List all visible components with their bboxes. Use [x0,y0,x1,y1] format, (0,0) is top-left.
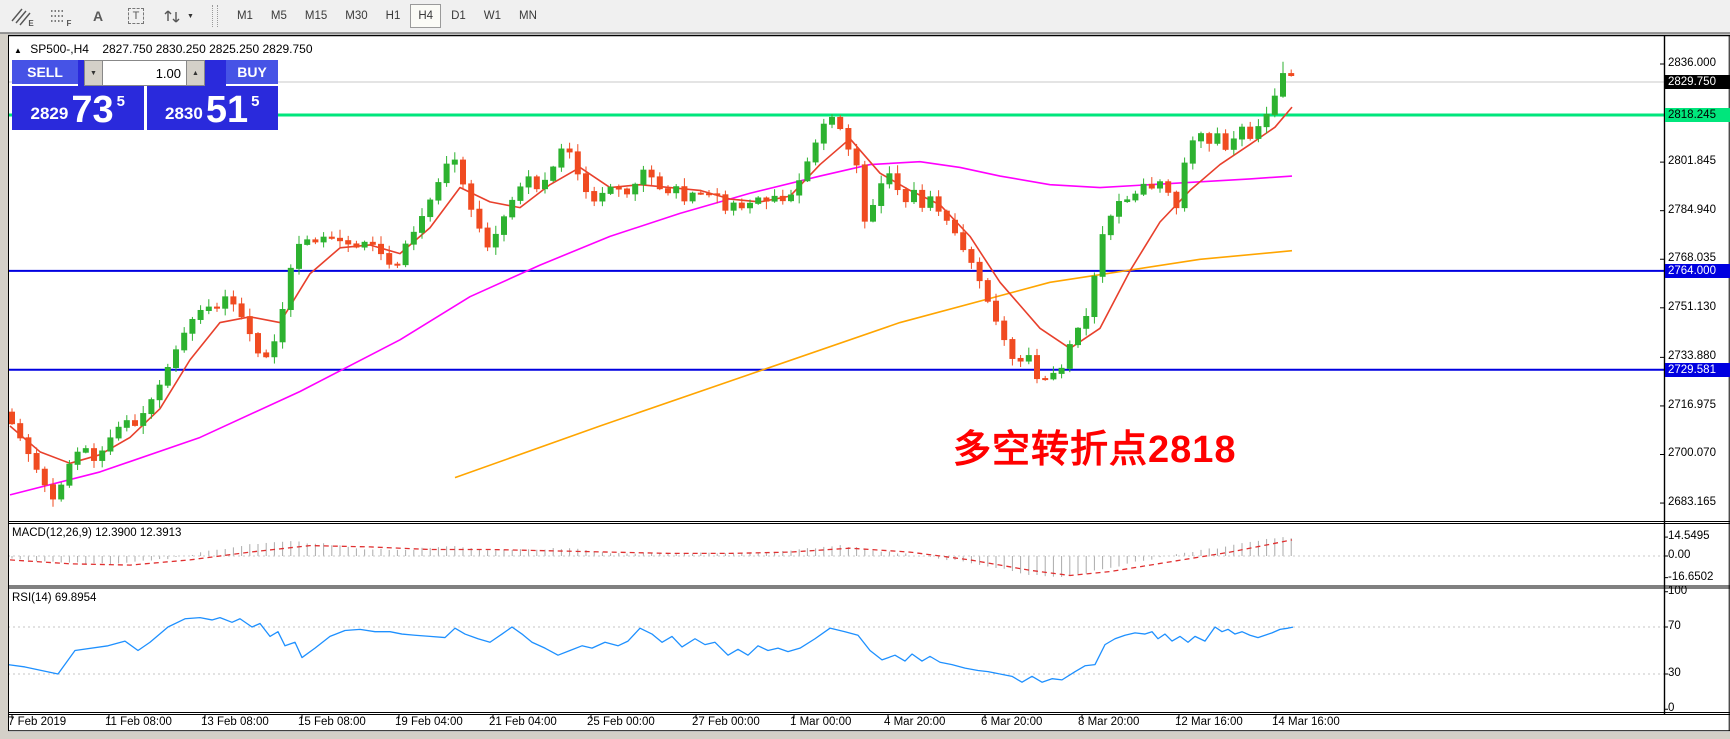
drawing-toolbar: E F A T ▼ [0,4,194,28]
sell-price-sup: 5 [116,93,125,110]
price-badge: 2829.750 [1665,74,1730,89]
price-axis-tick: 2683.165 [1668,496,1716,509]
toolbar-separator [211,5,218,27]
macd-axis-tick: -16.6502 [1668,570,1714,583]
text-label-tool-icon[interactable]: T [124,4,148,28]
rsi-axis-tick: 70 [1668,620,1681,632]
volume-increase-button[interactable]: ▲ [186,60,205,86]
price-badge: 2818.245 [1665,108,1730,122]
collapse-arrow-icon[interactable]: ▲ [14,46,22,55]
timeframe-toolbar: M1 M5 M15 M30 H1 H4 D1 W1 MN [228,4,546,28]
rsi-axis-tick: 0 [1668,702,1675,715]
timeframe-button-M30[interactable]: M30 [345,10,368,22]
timeframe-button-D1[interactable]: D1 [451,10,466,22]
toolbar: E F A T ▼ M1 M5 M15 M30 H1 H4 D1 W1 MN [0,0,1730,33]
price-axis-tick: 2700.070 [1668,447,1716,460]
window-left-edge [0,34,8,732]
time-axis-tick: 1 Mar 00:00 [790,716,852,728]
time-axis-tick: 21 Feb 04:00 [489,716,557,728]
rsi-axis-tick: 30 [1668,667,1681,679]
time-axis-tick: 7 Feb 2019 [8,716,67,728]
dropdown-caret-icon[interactable]: ▼ [187,12,194,20]
timeframe-button-MN[interactable]: MN [519,10,537,22]
timeframe-button-H4[interactable]: H4 [410,4,442,28]
sell-price-big: 73 [71,88,114,131]
price-axis-tick: 2784.940 [1668,203,1716,216]
time-axis-tick: 27 Feb 00:00 [692,716,760,728]
time-axis-tick: 13 Feb 08:00 [201,716,269,728]
time-axis-tick: 6 Mar 20:00 [981,716,1043,728]
price-axis-tick: 2751.130 [1668,300,1716,313]
price-axis-tick: 2836.000 [1668,57,1716,69]
price-axis-tick: 2733.880 [1668,350,1716,363]
price-badge: 2764.000 [1665,263,1730,278]
price-axis-tick: 2716.975 [1668,398,1716,411]
buy-price-sup: 5 [251,93,260,110]
macd-axis-tick: 0.00 [1668,549,1691,561]
buy-button[interactable]: BUY [226,60,278,86]
sell-price[interactable]: 2829 73 5 [12,86,147,130]
macd-indicator-label: MACD(12,26,9) 12.3900 12.3913 [12,527,182,539]
sell-price-prefix: 2829 [30,104,69,123]
time-axis-tick: 25 Feb 00:00 [587,716,655,728]
time-axis-tick: 15 Feb 08:00 [298,716,366,728]
volume-input[interactable] [103,60,186,86]
fibonacci-tool-icon[interactable]: F [50,10,72,28]
timeframe-button-M1[interactable]: M1 [236,10,253,22]
arrow-tool-icon[interactable]: ▼ [162,4,194,28]
timeframe-button-H1[interactable]: H1 [385,10,401,22]
price-axis-tick: 2768.035 [1668,252,1716,265]
chart-ohlc-values: 2827.750 2830.250 2825.250 2829.750 [102,42,313,56]
channel-tool-icon[interactable]: E [10,4,34,28]
timeframe-button-M5[interactable]: M5 [270,10,287,22]
chart-symbol-period: SP500-,H4 [30,42,89,56]
time-axis-tick: 11 Feb 08:00 [105,716,172,728]
window-bottom-edge [0,732,1730,739]
price-badge: 2729.581 [1665,362,1730,377]
buy-price-prefix: 2830 [165,104,203,123]
rsi-indicator-label: RSI(14) 69.8954 [12,592,97,604]
buy-price-big: 51 [205,88,249,131]
time-axis-tick: 19 Feb 04:00 [395,716,463,728]
one-click-trading-panel: SELL ▼ ▲ BUY 2829 73 5 2830 51 5 [12,60,278,130]
sell-button[interactable]: SELL [12,60,78,86]
text-tool-icon[interactable]: A [92,8,104,24]
buy-price[interactable]: 2830 51 5 [147,86,279,130]
time-axis-tick: 14 Mar 16:00 [1272,716,1340,728]
chart-title: ▲ SP500-,H4 2827.750 2830.250 2825.250 2… [14,42,313,56]
volume-decrease-button[interactable]: ▼ [84,60,103,86]
price-axis-tick: 2801.845 [1668,155,1716,168]
time-axis-tick: 4 Mar 20:00 [884,716,946,728]
timeframe-button-M15[interactable]: M15 [304,10,328,22]
rsi-axis-tick: 100 [1668,584,1688,597]
time-axis-tick: 12 Mar 16:00 [1175,716,1243,728]
chart-text-annotation: 多空转折点2818 [953,429,1237,471]
timeframe-button-W1[interactable]: W1 [483,10,502,22]
time-axis-tick: 8 Mar 20:00 [1078,716,1140,728]
volume-stepper: ▼ ▲ [84,60,205,86]
macd-axis-tick: 14.5495 [1668,530,1710,543]
